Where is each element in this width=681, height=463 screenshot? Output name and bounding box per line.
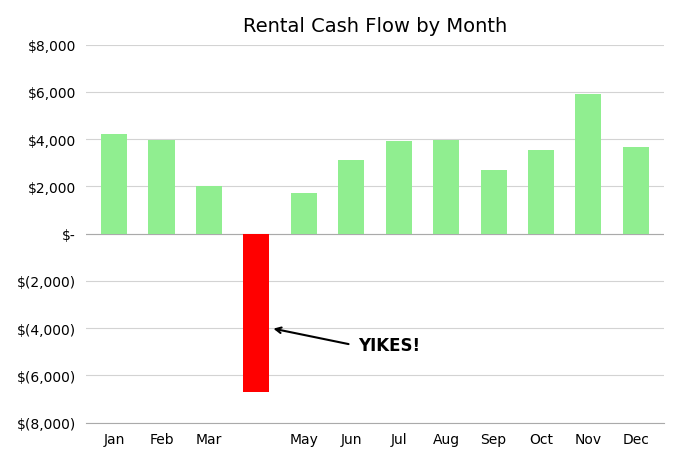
Bar bbox=[623, 148, 649, 234]
Bar bbox=[196, 187, 222, 234]
Bar bbox=[338, 161, 364, 234]
Bar bbox=[101, 135, 127, 234]
Bar bbox=[433, 141, 459, 234]
Bar bbox=[148, 141, 174, 234]
Title: Rental Cash Flow by Month: Rental Cash Flow by Month bbox=[243, 17, 507, 36]
Bar bbox=[481, 170, 507, 234]
Bar bbox=[291, 194, 317, 234]
Bar bbox=[528, 150, 554, 234]
Text: YIKES!: YIKES! bbox=[358, 336, 420, 354]
Bar bbox=[243, 234, 270, 392]
Bar bbox=[385, 142, 412, 234]
Bar bbox=[575, 95, 601, 234]
